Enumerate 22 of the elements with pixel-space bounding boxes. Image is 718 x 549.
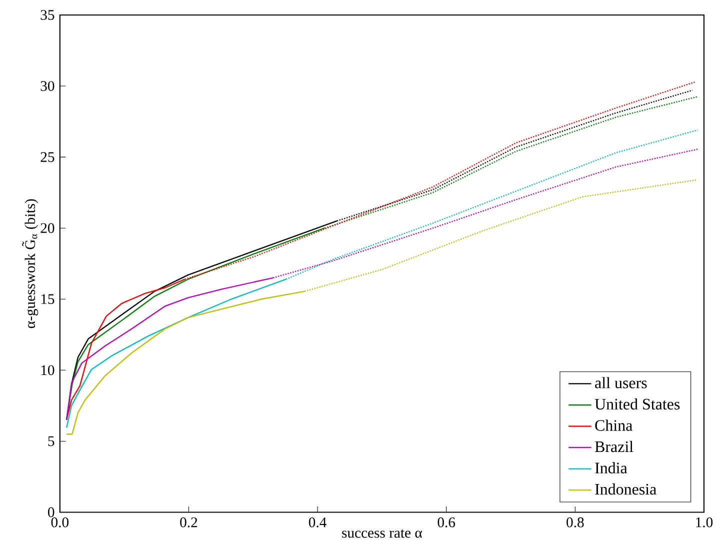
y-tick-label: 20 [40,223,54,233]
legend-label: Brazil [594,440,634,452]
x-tick-label: 0.0 [51,517,69,528]
y-axis-title: α-guesswork G̃$_{α}$ (bits) [22,199,38,328]
legend-label: Indonesia [595,483,656,495]
x-axis-title: success rate α [342,529,422,538]
y-tick-label: 10 [41,365,54,376]
x-tick-label: 0.2 [180,517,198,528]
legend-label: China [595,420,632,431]
legend-label: India [595,462,628,474]
y-tick-label: 30 [40,80,54,91]
legend-label: United States [594,398,680,410]
x-tick-label: 1.0 [696,517,713,528]
x-tick-label: 0.6 [438,517,456,528]
x-tick-label: 0.4 [308,517,326,528]
y-tick-label: 0 [48,507,54,518]
y-tick-label: 5 [48,436,54,446]
y-tick-label: 25 [40,152,54,162]
legend-label: all users [595,376,647,388]
y-tick-label: 35 [40,10,54,20]
x-tick-label: 0.8 [566,517,584,528]
y-tick-label: 15 [41,294,54,304]
